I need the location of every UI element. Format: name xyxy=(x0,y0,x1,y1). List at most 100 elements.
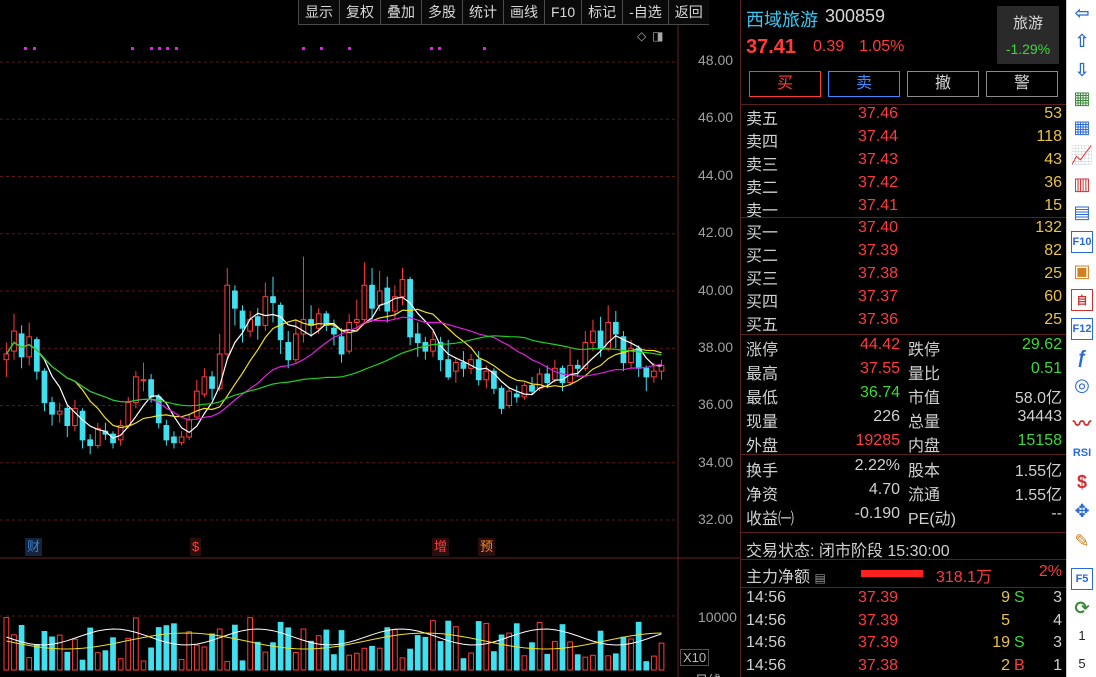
toolbar-item-5[interactable]: 画线 xyxy=(503,0,544,25)
capital-flow[interactable]: 主力净额 ▤ 318.1万 2% xyxy=(746,563,1062,586)
stat-label: 换手 xyxy=(746,463,779,480)
toolbar-item-6[interactable]: F10 xyxy=(544,0,582,25)
sidebar-number[interactable]: 1 xyxy=(1078,628,1086,643)
bid-level[interactable]: 买五 37.36 25 xyxy=(746,311,1062,334)
tick-count: 4 xyxy=(1053,611,1062,629)
buy-button[interactable]: 买 xyxy=(749,71,821,97)
tick-row: 14:56 37.39 9 S 3 xyxy=(746,589,1062,612)
volume-bar xyxy=(506,632,513,671)
ask-level[interactable]: 卖三 37.43 43 xyxy=(746,151,1062,174)
candle-body xyxy=(551,367,558,381)
quote-panel: 西域旅游 300859 37.41 0.39 1.05% 旅游 -1.29% 买… xyxy=(740,0,1067,677)
tick-side: S xyxy=(1014,634,1025,651)
candle-body xyxy=(460,362,467,369)
toolbar-item-8[interactable]: -自选 xyxy=(622,0,668,25)
rsi-icon[interactable]: RSI xyxy=(1072,447,1092,459)
volume-bar xyxy=(72,638,78,671)
alert-button[interactable]: 警 xyxy=(986,71,1058,97)
kline-chart[interactable]: ◇ ◨ 48.00 46.00 44.00 42.00 40.00 38.00 36.00 3… xyxy=(0,25,740,677)
tick-side: B xyxy=(1014,656,1025,674)
tick-price: 37.39 xyxy=(858,589,899,606)
toolbar-item-3[interactable]: 多股 xyxy=(421,0,462,25)
bid-level[interactable]: 买一 37.40 132 xyxy=(746,219,1062,242)
event-marker[interactable]: $ xyxy=(190,538,202,556)
ma-line-10 xyxy=(5,308,662,429)
candle-body xyxy=(209,376,215,389)
signal-dot xyxy=(158,47,161,50)
volume-bar xyxy=(407,648,413,671)
stock-icon[interactable]: ▣ xyxy=(1073,260,1091,281)
sidebar-number[interactable]: 5 xyxy=(1078,656,1086,671)
self-icon[interactable]: 自 xyxy=(1071,289,1093,311)
arrow-up-icon[interactable]: ⇧ xyxy=(1074,30,1090,51)
tick-time: 14:56 xyxy=(746,589,787,606)
window-icon[interactable]: ◨ xyxy=(652,29,664,43)
sector-box[interactable]: 旅游 -1.29% xyxy=(997,6,1059,64)
flash-icon[interactable]: ▦ xyxy=(1073,87,1091,108)
stock-name[interactable]: 西域旅游 xyxy=(746,10,818,30)
candle-body xyxy=(292,333,299,361)
formula-icon[interactable]: ƒ xyxy=(1076,346,1087,367)
candle-body xyxy=(384,287,391,312)
chart-canvas[interactable] xyxy=(0,25,740,677)
cancel-button[interactable]: 撤 xyxy=(907,71,979,97)
stat-label: 市值 xyxy=(908,390,941,407)
toolbar-item-1[interactable]: 复权 xyxy=(339,0,380,25)
volume-bar xyxy=(216,628,223,671)
bid-level[interactable]: 买四 37.37 60 xyxy=(746,288,1062,311)
volume-bar xyxy=(270,642,276,671)
volume-unit[interactable]: X10 xyxy=(680,649,710,666)
volume-bar xyxy=(315,635,322,671)
line-chart-icon[interactable]: 📈 xyxy=(1070,144,1094,165)
f12-icon[interactable]: F12 xyxy=(1071,318,1093,340)
signal-dot xyxy=(150,47,153,50)
level-volume: 25 xyxy=(1044,265,1062,282)
toolbar-item-7[interactable]: 标记 xyxy=(581,0,623,25)
move-icon[interactable]: ✥ xyxy=(1074,500,1090,521)
arrow-down-icon[interactable]: ⇩ xyxy=(1074,59,1090,80)
volume-bar xyxy=(483,622,490,671)
candle-icon[interactable]: ▥ xyxy=(1073,173,1091,194)
dollar-icon[interactable]: $ xyxy=(1076,471,1087,492)
event-marker[interactable]: 增 xyxy=(432,538,450,556)
event-marker[interactable]: 预 xyxy=(478,538,496,556)
candle-body xyxy=(224,284,231,355)
wave-icon[interactable]: 〰 xyxy=(1073,414,1091,434)
ask-level[interactable]: 卖四 37.44 118 xyxy=(746,128,1062,151)
volume-bar xyxy=(338,630,345,671)
pencil-icon[interactable]: ✎ xyxy=(1074,530,1090,551)
candle-body xyxy=(125,402,132,427)
list-icon[interactable]: ▤ xyxy=(1073,201,1091,222)
candle-body xyxy=(651,370,657,378)
candle-body xyxy=(559,367,566,384)
circle-icon[interactable]: ◎ xyxy=(1074,374,1090,395)
divider xyxy=(741,559,1067,560)
volume-ma-line xyxy=(6,628,662,646)
f10-icon[interactable]: F10 xyxy=(1071,231,1093,253)
bid-level[interactable]: 买三 37.38 25 xyxy=(746,265,1062,288)
f5-icon[interactable]: F5 xyxy=(1071,568,1093,590)
candle-body xyxy=(529,384,535,392)
ask-level[interactable]: 卖一 37.41 15 xyxy=(746,197,1062,220)
ma-line-5 xyxy=(5,296,662,439)
toolbar-item-9[interactable]: 返回 xyxy=(667,0,709,25)
list-icon[interactable]: ▤ xyxy=(814,571,826,585)
candle-body xyxy=(155,396,162,424)
ma-line-40 xyxy=(5,335,662,407)
bid-level[interactable]: 买二 37.39 82 xyxy=(746,242,1062,265)
ask-level[interactable]: 卖二 37.42 36 xyxy=(746,174,1062,197)
volume-bar xyxy=(201,646,208,671)
event-marker[interactable]: 财 xyxy=(25,538,43,556)
diamond-icon[interactable]: ◇ xyxy=(637,29,647,43)
sell-button[interactable]: 卖 xyxy=(828,71,900,97)
toolbar-item-4[interactable]: 统计 xyxy=(462,0,503,25)
candle-body xyxy=(33,339,40,372)
ask-level[interactable]: 卖五 37.46 53 xyxy=(746,105,1062,128)
toolbar-item-0[interactable]: 显示 xyxy=(298,0,339,25)
grid-icon[interactable]: ▦ xyxy=(1073,116,1091,137)
refresh-icon[interactable]: ⟳ xyxy=(1074,597,1090,618)
candle-body xyxy=(79,410,86,441)
arrow-left-icon[interactable]: ⇦ xyxy=(1074,2,1090,23)
tick-side: S xyxy=(1014,589,1025,606)
toolbar-item-2[interactable]: 叠加 xyxy=(380,0,421,25)
